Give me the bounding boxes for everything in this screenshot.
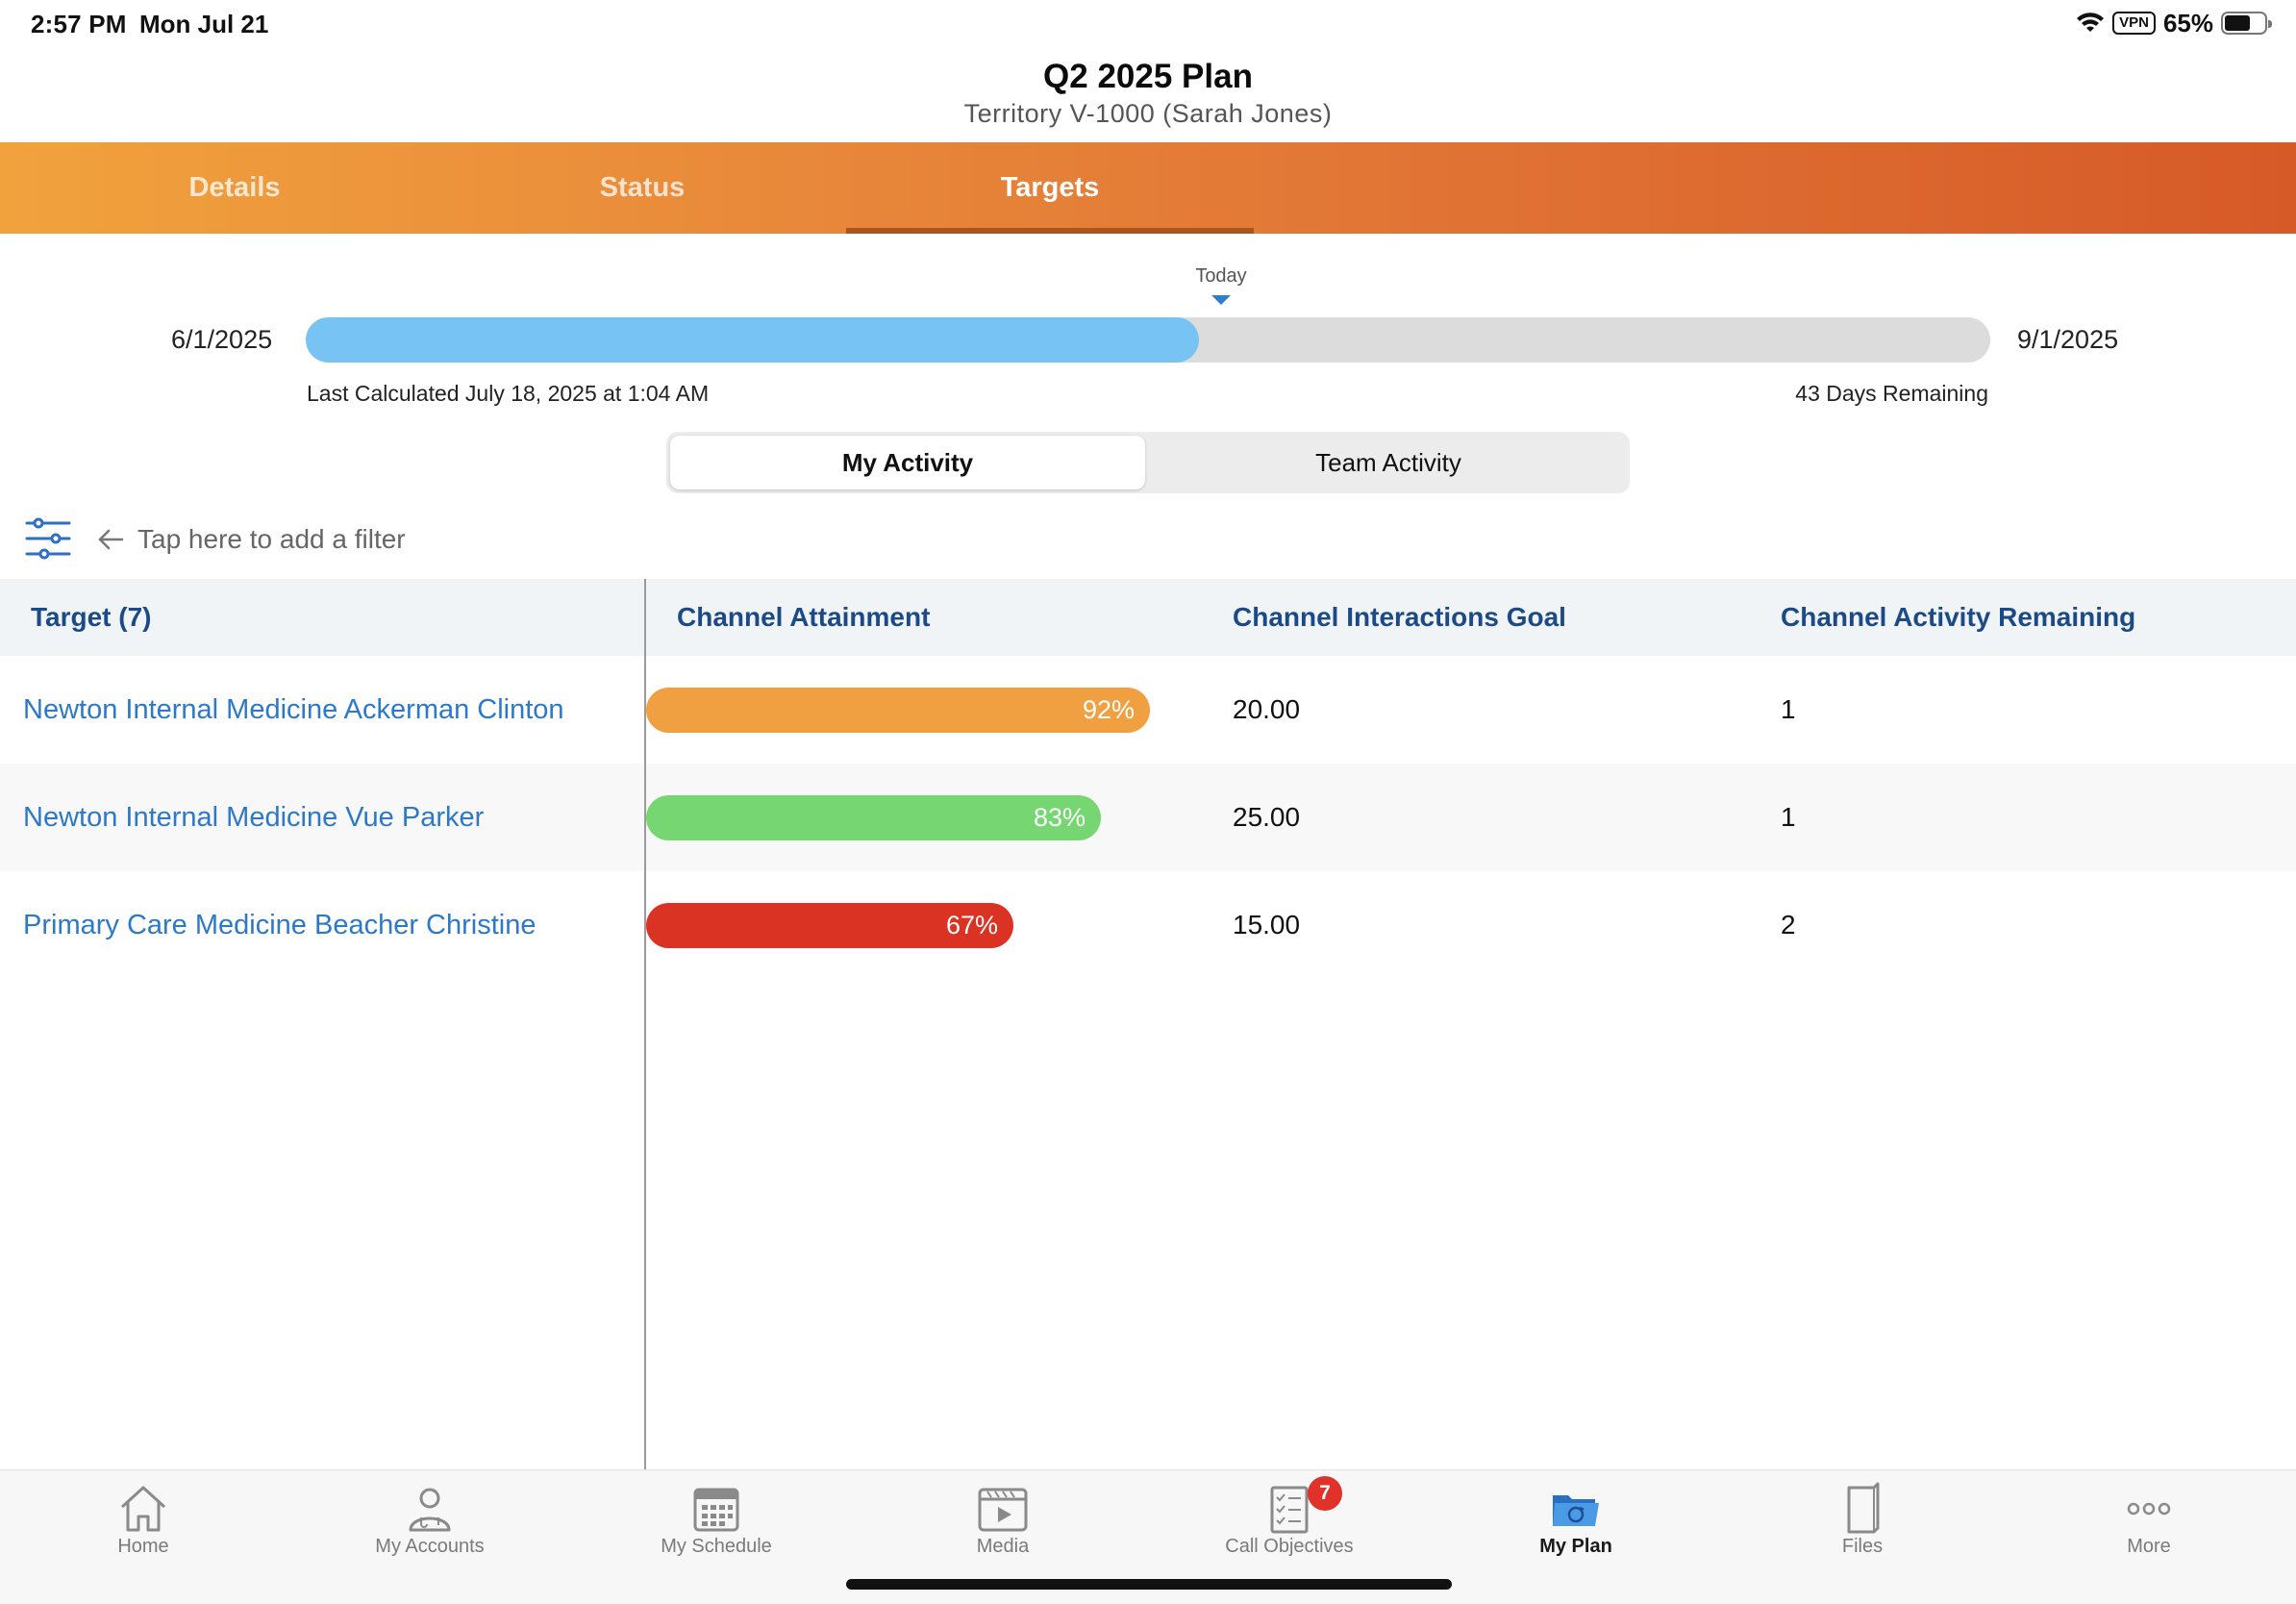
tab-status[interactable]: Status — [599, 172, 686, 203]
nav-my-schedule[interactable]: My Schedule — [573, 1470, 860, 1576]
goal-value: 20.00 — [1233, 694, 1301, 724]
header-channel-activity-remaining[interactable]: Channel Activity Remaining — [1781, 602, 2136, 632]
remaining-value: 1 — [1781, 694, 1796, 724]
status-date: Mon Jul 21 — [139, 10, 269, 38]
last-calculated: Last Calculated July 18, 2025 at 1:04 AM — [307, 381, 710, 406]
arrow-left-icon — [98, 529, 124, 550]
notification-badge: 7 — [1308, 1476, 1342, 1511]
table-row[interactable]: Newton Internal Medicine Ackerman Clinto… — [0, 656, 2296, 764]
table-header: Target (7) Channel Attainment Channel In… — [0, 579, 2296, 656]
goal-value: 15.00 — [1233, 910, 1301, 940]
attainment-bar: 92% — [646, 688, 1150, 733]
status-indicators: VPN 65% — [2076, 8, 2272, 38]
attainment-bar: 83% — [646, 795, 1101, 840]
nav-home[interactable]: Home — [0, 1470, 287, 1576]
target-name-link[interactable]: Newton Internal Medicine Vue Parker — [23, 801, 485, 833]
tab-targets[interactable]: Targets — [846, 142, 1254, 234]
page-subtitle: Territory V-1000 (Sarah Jones) — [963, 99, 1333, 128]
attainment-bar: 67% — [646, 903, 1013, 948]
goal-value: 25.00 — [1233, 802, 1301, 832]
segment-team-activity[interactable]: Team Activity — [1315, 447, 1461, 477]
add-filter-hint[interactable]: Tap here to add a filter — [137, 524, 406, 554]
attainment-label: 92% — [1082, 695, 1135, 724]
nav-my-accounts[interactable]: My Accounts — [287, 1470, 573, 1576]
today-marker-icon — [1211, 295, 1231, 305]
today-label: Today — [1195, 265, 1247, 287]
wifi-icon — [2077, 13, 2105, 32]
nav-label: My Schedule — [661, 1536, 772, 1557]
remaining-value: 2 — [1781, 910, 1796, 940]
nav-more[interactable]: More — [2006, 1470, 2292, 1576]
header-channel-interactions-goal[interactable]: Channel Interactions Goal — [1233, 602, 1566, 632]
header-channel-attainment[interactable]: Channel Attainment — [677, 602, 931, 632]
header-target[interactable]: Target (7) — [31, 602, 152, 632]
timeline-start-date: 6/1/2025 — [171, 325, 273, 354]
battery-percent: 65% — [2162, 8, 2213, 38]
timeline-progress-bar — [306, 317, 1990, 363]
table-row[interactable]: Newton Internal Medicine Vue Parker 83% … — [0, 764, 2296, 871]
nav-media[interactable]: Media — [860, 1470, 1146, 1576]
timeline-progress-fill — [306, 317, 1199, 363]
sliders-icon[interactable] — [25, 517, 71, 560]
target-name-link[interactable]: Newton Internal Medicine Ackerman Clinto… — [23, 693, 564, 725]
table-row[interactable]: Primary Care Medicine Beacher Christine … — [0, 871, 2296, 979]
more-icon — [2127, 1502, 2171, 1516]
nav-label: Home — [117, 1536, 169, 1557]
vpn-indicator: VPN — [2112, 12, 2156, 35]
person-icon — [409, 1488, 451, 1532]
column-divider[interactable] — [644, 579, 646, 1469]
tab-bar: Details Status Targets — [0, 142, 2296, 234]
remaining-value: 1 — [1781, 802, 1796, 832]
checklist-icon — [1270, 1486, 1309, 1534]
status-time: 2:57 PM — [31, 10, 127, 38]
battery-icon — [2221, 12, 2272, 35]
segment-my-activity[interactable]: My Activity — [670, 436, 1145, 489]
nav-label: My Plan — [1539, 1536, 1612, 1557]
home-indicator[interactable] — [846, 1579, 1452, 1590]
home-icon — [120, 1486, 166, 1532]
attainment-label: 67% — [945, 911, 998, 940]
tab-details[interactable]: Details — [188, 172, 281, 203]
nav-label: Media — [976, 1536, 1030, 1557]
page-title: Q2 2025 Plan — [1043, 58, 1253, 95]
nav-my-plan[interactable]: My Plan — [1433, 1470, 1719, 1576]
status-bar: 2:57 PM Mon Jul 21 VPN 65% — [0, 0, 2296, 46]
timeline-end-date: 9/1/2025 — [2017, 325, 2119, 354]
nav-label: Call Objectives — [1225, 1536, 1354, 1557]
nav-files[interactable]: Files — [1719, 1470, 2006, 1576]
file-icon — [1847, 1482, 1880, 1534]
calendar-icon — [693, 1488, 739, 1532]
target-name-link[interactable]: Primary Care Medicine Beacher Christine — [23, 909, 537, 940]
nav-label: More — [2127, 1536, 2171, 1557]
media-icon — [978, 1488, 1028, 1532]
nav-label: My Accounts — [375, 1536, 485, 1557]
days-remaining: 43 Days Remaining — [1795, 381, 1988, 406]
activity-segment-control: My Activity Team Activity — [666, 432, 1630, 493]
nav-call-objectives[interactable]: 7 Call Objectives — [1146, 1470, 1433, 1576]
attainment-label: 83% — [1033, 803, 1086, 832]
nav-label: Files — [1841, 1536, 1884, 1557]
folder-icon — [1553, 1495, 1599, 1526]
